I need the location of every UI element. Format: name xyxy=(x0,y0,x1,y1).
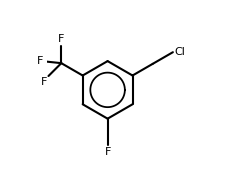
Text: F: F xyxy=(37,56,43,66)
Text: Cl: Cl xyxy=(174,47,184,57)
Text: F: F xyxy=(104,147,110,157)
Text: F: F xyxy=(40,77,47,87)
Text: F: F xyxy=(58,34,64,44)
